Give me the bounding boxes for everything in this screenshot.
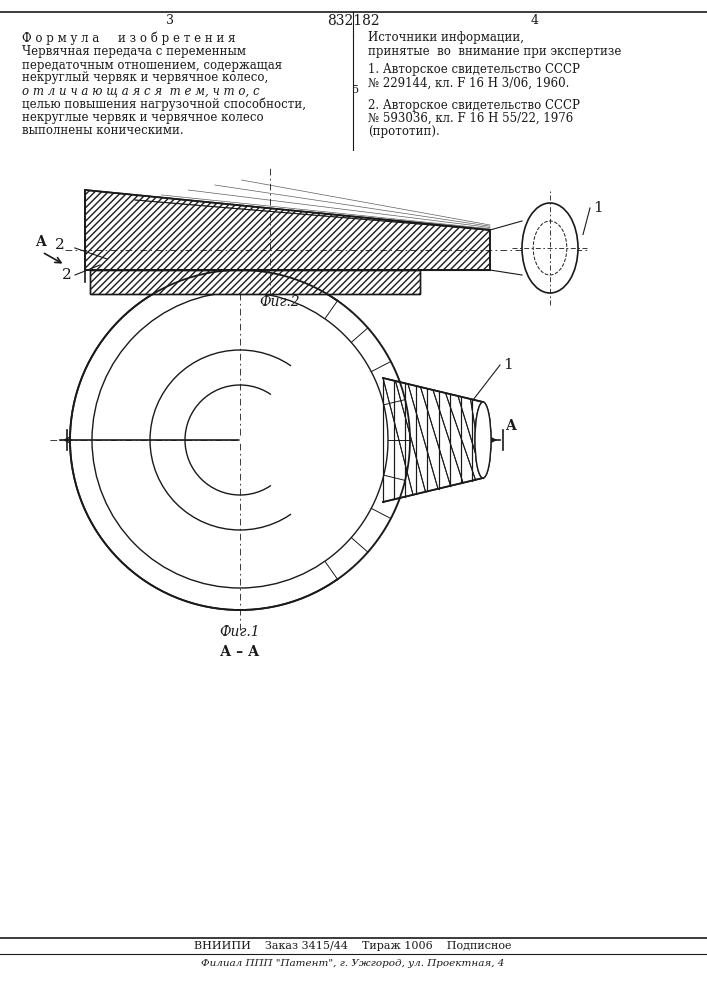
Text: ВНИИПИ    Заказ 3415/44    Тираж 1006    Подписное: ВНИИПИ Заказ 3415/44 Тираж 1006 Подписно… <box>194 941 512 951</box>
Text: Червячная передача с переменным: Червячная передача с переменным <box>22 45 246 58</box>
Text: 832182: 832182 <box>327 14 380 28</box>
Text: некруглый червяк и червячное колесо,: некруглый червяк и червячное колесо, <box>22 72 268 85</box>
Text: передаточным отношением, содержащая: передаточным отношением, содержащая <box>22 58 282 72</box>
Text: 2. Авторское свидетельство СССР: 2. Авторское свидетельство СССР <box>368 99 580 111</box>
Text: Фиг.2: Фиг.2 <box>259 295 300 309</box>
Polygon shape <box>240 301 410 579</box>
Text: 2: 2 <box>55 238 65 252</box>
Text: 3: 3 <box>166 14 174 27</box>
Ellipse shape <box>475 402 491 478</box>
Text: Источники информации,: Источники информации, <box>368 31 524 44</box>
Text: Фиг.1: Фиг.1 <box>220 625 260 639</box>
Polygon shape <box>383 378 483 502</box>
Text: 2: 2 <box>62 268 72 282</box>
Text: № 593036, кл. F 16 H 55/22, 1976: № 593036, кл. F 16 H 55/22, 1976 <box>368 111 573 124</box>
Text: 4: 4 <box>531 14 539 27</box>
Text: 1: 1 <box>593 201 603 215</box>
Text: Филиал ППП "Патент", г. Ужгород, ул. Проектная, 4: Филиал ППП "Патент", г. Ужгород, ул. Про… <box>201 960 505 968</box>
Text: (прототип).: (прототип). <box>368 124 440 137</box>
Text: о т л и ч а ю щ а я с я  т е м, ч т о, с: о т л и ч а ю щ а я с я т е м, ч т о, с <box>22 85 259 98</box>
Text: выполнены коническими.: выполнены коническими. <box>22 123 184 136</box>
Text: № 229144, кл. F 16 H 3/06, 1960.: № 229144, кл. F 16 H 3/06, 1960. <box>368 77 569 90</box>
Text: 1. Авторское свидетельство СССР: 1. Авторское свидетельство СССР <box>368 64 580 77</box>
Text: целью повышения нагрузочной способности,: целью повышения нагрузочной способности, <box>22 97 306 111</box>
Polygon shape <box>85 190 490 270</box>
Text: А – А: А – А <box>221 645 259 659</box>
Text: принятые  во  внимание при экспертизе: принятые во внимание при экспертизе <box>368 44 621 57</box>
Text: 5: 5 <box>352 85 360 95</box>
Text: A: A <box>505 419 515 433</box>
Ellipse shape <box>522 203 578 293</box>
Text: некруглые червяк и червячное колесо: некруглые червяк и червячное колесо <box>22 110 264 123</box>
Text: Ф о р м у л а     и з о б р е т е н и я: Ф о р м у л а и з о б р е т е н и я <box>22 31 235 45</box>
Text: 1: 1 <box>503 358 513 372</box>
Text: A: A <box>35 235 45 249</box>
Polygon shape <box>90 270 420 294</box>
Polygon shape <box>383 378 483 502</box>
